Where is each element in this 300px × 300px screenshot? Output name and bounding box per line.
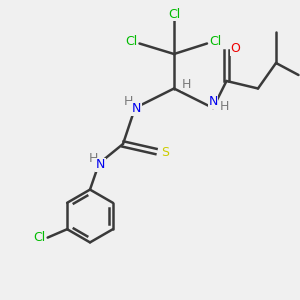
Text: Cl: Cl [33,231,45,244]
Text: N: N [208,95,218,108]
Text: H: H [88,152,98,165]
Text: H: H [124,95,133,108]
Text: N: N [96,158,105,172]
Text: O: O [231,42,240,56]
Text: H: H [220,100,229,113]
Text: S: S [162,146,170,160]
Text: Cl: Cl [125,35,137,49]
Text: H: H [182,77,191,91]
Text: N: N [132,102,141,115]
Text: Cl: Cl [168,8,180,21]
Text: Cl: Cl [209,35,221,49]
